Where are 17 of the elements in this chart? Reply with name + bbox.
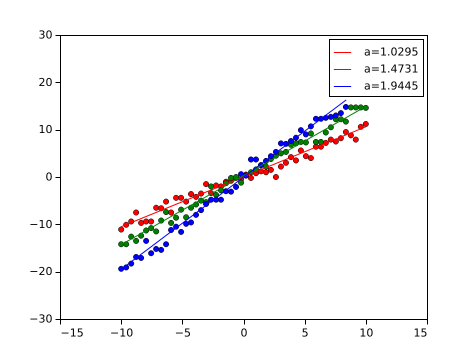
y-tick-label: 10 (38, 123, 52, 136)
x-tick-label: −5 (174, 326, 191, 340)
x-tick-label: −10 (110, 326, 134, 340)
y-tick-label: 30 (38, 28, 52, 42)
y-tick-label: −30 (29, 312, 52, 326)
y-tick-label: −10 (29, 218, 52, 231)
x-tick-label: 15 (414, 326, 428, 340)
x-tick-label: 5 (302, 326, 309, 340)
x-tick-label: −15 (60, 326, 84, 340)
x-tick-label: 0 (240, 326, 248, 340)
x-tick-label: 10 (359, 326, 374, 340)
y-tick-label: 20 (38, 76, 52, 89)
y-tick-label: −20 (29, 265, 52, 278)
legend-label: a=1.0295 (364, 46, 418, 58)
legend-label: a=1.4731 (364, 62, 418, 76)
y-tick-label: 0 (46, 170, 52, 184)
legend-label: a=1.9445 (364, 80, 418, 92)
